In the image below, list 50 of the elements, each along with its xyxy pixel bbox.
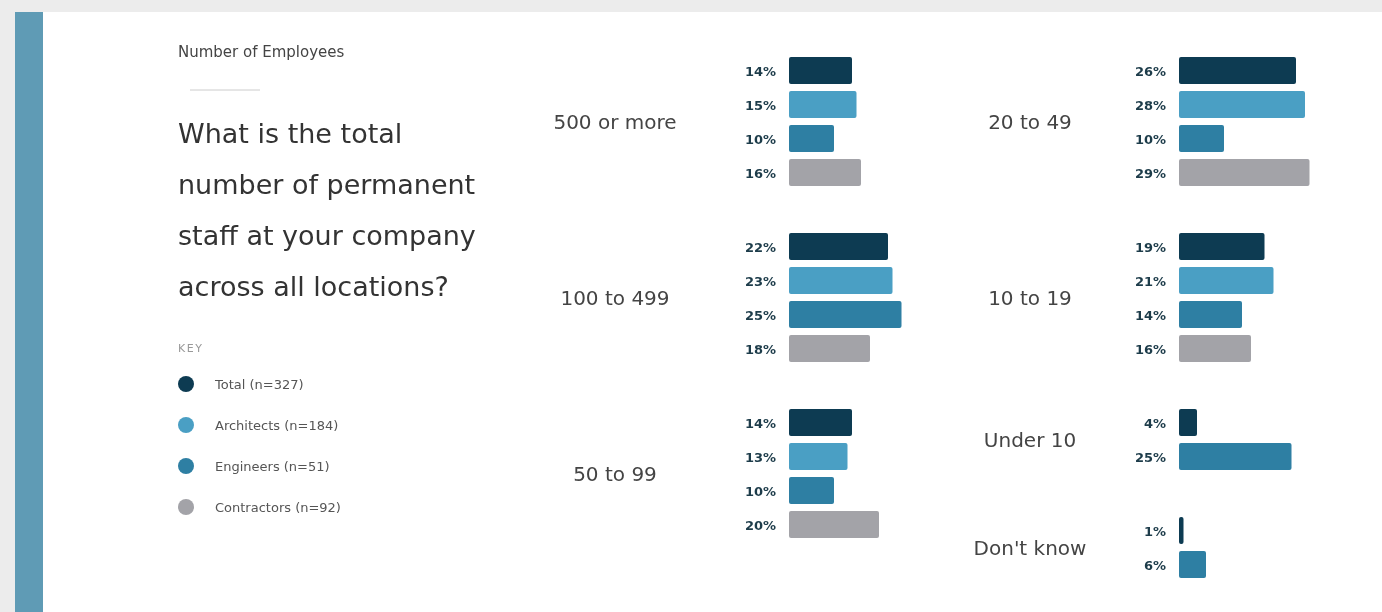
data-label: 14%	[1134, 307, 1166, 323]
bar	[789, 335, 870, 362]
y-tick-label: 50 to 99	[573, 461, 657, 486]
y-tick-label: Under 10	[983, 427, 1077, 452]
data-label: 18%	[744, 341, 776, 357]
data-label: 25%	[1134, 449, 1166, 465]
data-label: 14%	[744, 63, 776, 79]
y-tick-label: 20 to 49	[988, 109, 1072, 134]
bar	[789, 267, 893, 294]
bar	[789, 409, 852, 436]
y-tick-label: 500 or more	[553, 109, 677, 134]
data-label: 23%	[744, 273, 776, 289]
data-label: 22%	[744, 239, 776, 255]
data-label: 13%	[744, 449, 776, 465]
y-tick-label: 100 to 499	[560, 285, 670, 310]
legend-label: Architects (n=184)	[215, 418, 339, 433]
data-label: 25%	[744, 307, 776, 323]
data-label: 28%	[1134, 97, 1166, 113]
data-label: 20%	[744, 517, 776, 533]
y-tick-label: Don't know	[973, 535, 1087, 560]
y-tick-label: 10 to 19	[988, 285, 1072, 310]
data-label: 14%	[744, 415, 776, 431]
data-label: 16%	[744, 165, 776, 181]
legend-label: Contractors (n=92)	[215, 500, 341, 515]
text: Number of Employees	[178, 43, 345, 61]
data-label: 15%	[744, 97, 776, 113]
data-label: 1%	[1143, 523, 1166, 539]
data-label: 10%	[744, 131, 776, 147]
bar	[789, 125, 834, 152]
data-label: 19%	[1134, 239, 1166, 255]
data-label: 6%	[1143, 557, 1166, 573]
legend-title: KEY	[178, 342, 204, 355]
bar	[789, 159, 861, 186]
data-label: 16%	[1134, 341, 1166, 357]
data-label: 4%	[1143, 415, 1166, 431]
text: What is the total number of permanent staff at your company across all locations?	[178, 118, 476, 302]
data-label: 10%	[1134, 131, 1166, 147]
bar	[789, 233, 888, 260]
data-label: 21%	[1134, 273, 1166, 289]
bar	[789, 91, 857, 118]
bar	[789, 511, 879, 538]
data-label: 29%	[1134, 165, 1166, 181]
legend-label: Total (n=327)	[214, 377, 304, 392]
data-label: 26%	[1134, 63, 1166, 79]
bar	[789, 301, 902, 328]
legend-label: Engineers (n=51)	[215, 459, 330, 474]
bar	[789, 443, 848, 470]
data-label: 10%	[744, 483, 776, 499]
bar	[789, 477, 834, 504]
bar	[789, 57, 852, 84]
